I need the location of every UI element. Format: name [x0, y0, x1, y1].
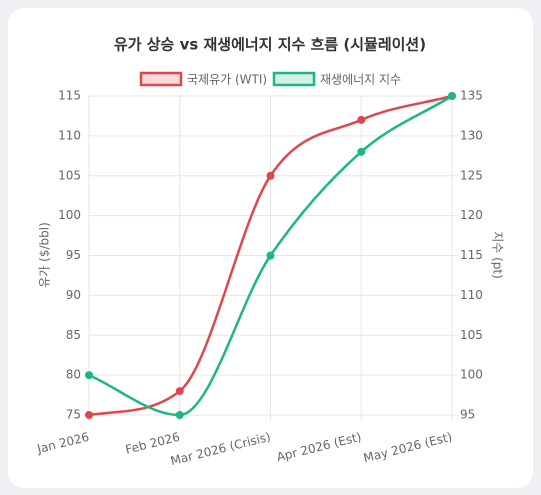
y-tick-label: 105 [58, 168, 81, 182]
chart-title: 유가 상승 vs 재생에너지 지수 흐름 (시뮬레이션) [114, 36, 426, 54]
point [266, 171, 275, 180]
y-axis-title: 유가 ($/bbl) [38, 222, 52, 288]
y2-tick-label: 110 [460, 288, 483, 302]
y2-tick-label: 105 [460, 328, 483, 342]
y2-tick-label: 100 [460, 368, 483, 382]
x-tick-label: May 2026 (Est) [362, 430, 454, 466]
y-tick-label: 95 [66, 248, 81, 262]
y2-tick-label: 125 [460, 168, 483, 182]
line [88, 94, 453, 417]
point [175, 387, 184, 396]
y-tick-label: 100 [58, 208, 81, 222]
y2-tick-label: 115 [460, 248, 483, 262]
legend-label: 국제유가 (WTI) [187, 73, 267, 87]
point [175, 411, 184, 419]
y-tick-label: 115 [58, 89, 81, 103]
y2-tick-label: 135 [460, 89, 483, 103]
point [448, 92, 456, 100]
y2-tick-label: 130 [460, 128, 483, 142]
y-tick-label: 85 [66, 328, 81, 342]
y2-axis-title: 지수 (pt) [491, 231, 505, 279]
y-tick-label: 90 [66, 288, 81, 302]
legend-swatch [272, 71, 316, 87]
y2-tick-label: 95 [460, 408, 475, 422]
legend-swatch [139, 71, 183, 87]
line [88, 94, 453, 417]
y2-tick-label: 120 [460, 208, 483, 222]
x-tick-label: Mar 2026 (Crisis) [169, 430, 272, 468]
point [357, 115, 366, 124]
y-tick-label: 75 [66, 408, 81, 422]
legend-label: 재생에너지 지수 [320, 73, 401, 87]
y-tick-label: 80 [66, 368, 81, 382]
point [357, 147, 366, 156]
y-tick-label: 110 [58, 128, 81, 142]
point [85, 371, 93, 380]
point [266, 251, 275, 260]
point [85, 411, 93, 419]
x-tick-label: Apr 2026 (Est) [275, 430, 363, 465]
x-tick-label: Jan 2026 [35, 430, 91, 457]
